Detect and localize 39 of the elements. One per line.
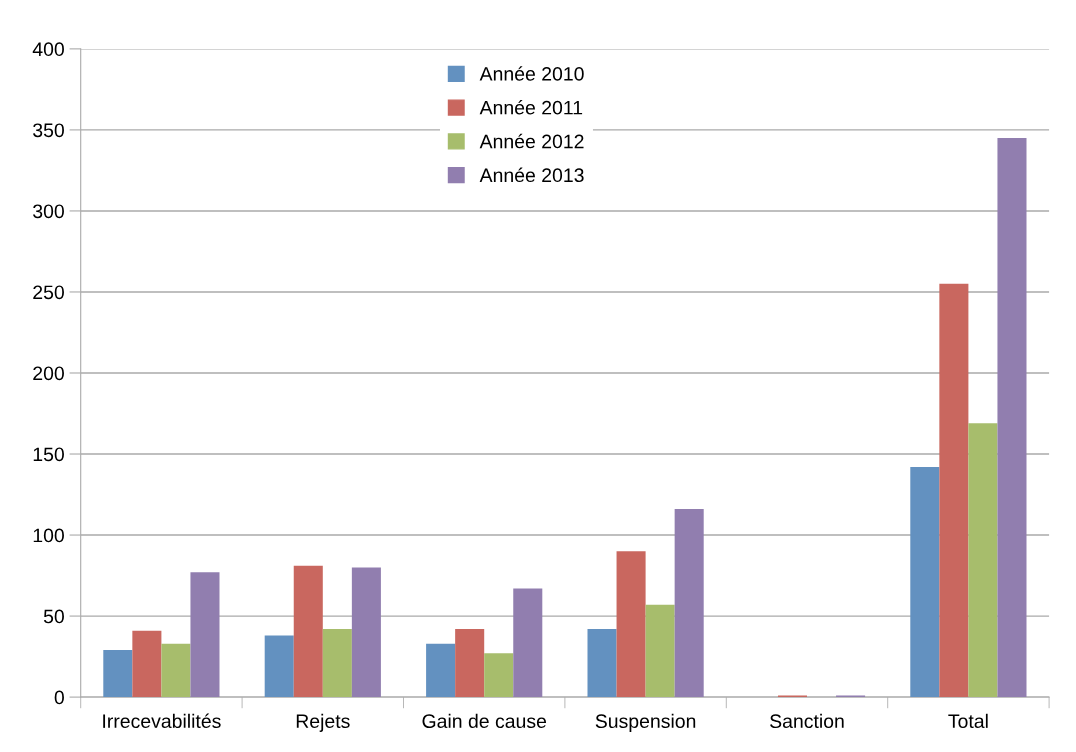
- bar: [997, 138, 1027, 698]
- x-tick-label: Rejets: [296, 713, 350, 732]
- bar: [513, 588, 543, 698]
- bar: [190, 572, 220, 698]
- x-tick-label: Total: [948, 713, 988, 729]
- x-tick-label: Sanction: [770, 713, 844, 729]
- legend-label: Année 2010: [479, 66, 584, 81]
- bar: [293, 565, 323, 698]
- bar: [910, 466, 940, 698]
- bar: [616, 551, 646, 698]
- legend-label: Année 2013: [479, 167, 584, 183]
- y-tick-label: 250: [33, 285, 64, 300]
- legend-label: Année 2011: [479, 100, 583, 115]
- bar: [645, 604, 675, 698]
- bar: [132, 630, 162, 698]
- bar: [426, 643, 456, 698]
- x-tick-label: Gain de cause: [422, 713, 547, 729]
- y-tick-label: 50: [43, 609, 64, 624]
- bar: [351, 567, 381, 698]
- bar: [939, 283, 969, 698]
- y-tick-label: 100: [33, 528, 64, 543]
- y-tick-label: 300: [33, 204, 64, 219]
- bar: [674, 509, 704, 698]
- y-tick-label: 400: [32, 42, 64, 57]
- bar: [455, 629, 485, 698]
- bar: [587, 629, 617, 698]
- y-tick-label: 350: [33, 123, 64, 138]
- legend-label: Année 2012: [479, 133, 584, 149]
- y-tick-label: 150: [33, 447, 64, 462]
- bar: [161, 643, 191, 698]
- y-tick-label: 200: [33, 366, 64, 381]
- bar: [322, 629, 352, 698]
- bar: [103, 650, 133, 698]
- bar: [264, 635, 294, 698]
- x-tick-label: Suspension: [595, 713, 696, 732]
- bar: [968, 423, 998, 698]
- x-tick-label: Irrecevabilités: [103, 713, 221, 729]
- bar: [484, 653, 514, 698]
- y-tick-label: 0: [54, 690, 64, 705]
